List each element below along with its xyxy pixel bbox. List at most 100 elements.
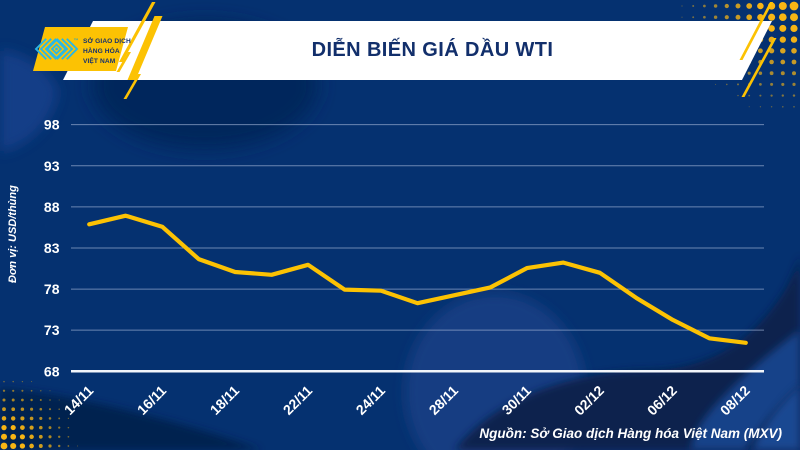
logo-line-2: HÀNG HÓA [83,47,120,55]
halftone-dot [30,389,33,392]
halftone-dot [758,71,763,75]
halftone-dot [67,417,70,420]
halftone-dot [778,13,787,22]
halftone-dot [1,416,7,421]
halftone-dot [1,424,7,431]
halftone-dot [759,106,762,108]
halftone-dot [10,433,17,440]
halftone-dot [58,417,61,420]
y-tick-label: 98 [44,117,60,133]
halftone-dot [58,399,60,401]
halftone-dot [757,2,764,10]
halftone-dot [49,390,51,392]
halftone-dot [11,407,16,412]
halftone-dot [58,408,60,410]
halftone-dot [779,24,787,32]
halftone-dot [19,434,25,440]
halftone-dot [77,445,79,447]
y-tick-labels-group: 68 73 78 83 88 93 98 [44,117,60,380]
halftone-dot [791,47,797,54]
halftone-dot [48,417,52,420]
halftone-dot [39,398,42,402]
halftone-dot [58,426,61,429]
y-tick-label: 73 [44,322,60,338]
y-tick-label: 78 [44,281,60,297]
swoosh-bottom-right-dark [455,255,800,450]
slash-left-4 [116,52,131,72]
halftone-dot [38,434,43,439]
halftone-dot [12,389,15,392]
halftone-dot [21,398,24,402]
halftone-dot [726,83,728,86]
halftone-dot [57,444,61,448]
halftone-dot [781,94,784,97]
halftone-dot [681,5,683,7]
halftone-dot [759,94,762,97]
halftone-dot [703,15,706,19]
halftone-dot [48,408,52,411]
y-tick-label: 83 [44,240,60,256]
halftone-dot [768,48,775,54]
halftone-dot [29,425,34,430]
halftone-dot [746,14,753,21]
halftone-dot [0,442,8,450]
halftone-dot [39,416,43,420]
halftone-dot [48,435,52,439]
halftone-dot [790,36,798,43]
slash-left-3 [123,74,141,99]
halftone-dot [67,445,70,447]
halftone-dot [2,389,6,392]
halftone-dot [10,425,16,431]
halftone-dot [792,94,796,97]
halftone-dot [30,407,34,411]
halftone-dot [713,4,718,8]
halftone-dot [737,94,739,97]
halftone-dot [748,106,750,108]
halftone-dot [20,407,25,411]
logo-trademark: ™ [73,38,79,44]
halftone-dot [48,444,52,448]
halftone-dot [748,94,751,97]
halftone-dot [789,13,799,22]
y-tick-label: 68 [44,363,60,379]
halftone-dot [67,426,70,429]
halftone-dot [29,443,34,449]
halftone-dot [757,48,763,54]
halftone-dot [792,82,796,87]
halftone-dot [2,398,6,402]
logo-line-1: SỞ GIAO DỊCH [83,38,131,45]
halftone-dot [768,25,775,32]
halftone-dot [10,416,16,421]
halftone-dot [713,15,718,19]
halftone-dot [779,36,786,43]
halftone-dot [692,16,695,19]
swoosh-bottom-left-dark [0,388,262,450]
source-note: Nguồn: Sở Giao dịch Hàng hóa Việt Nam (M… [479,426,782,441]
slash-left-2 [127,16,163,80]
halftone-dot [735,14,741,20]
halftone-dot [21,380,24,383]
logo-plate [33,27,128,71]
halftone-dot [770,82,774,86]
chart-title: DIỄN BIẾN GIÁ DẦU WTI [311,39,554,61]
halftone-dot [778,1,787,11]
halftone-dot [769,59,774,65]
halftone-dot [768,13,776,21]
halftone-dot [67,435,70,438]
halftone-dots-bottom-left [0,380,79,450]
halftone-dot [19,443,26,449]
swoosh-corner-mid-band [690,330,800,450]
halftone-dot [38,444,43,448]
halftone-dot [20,416,25,421]
halftone-dot [681,16,683,18]
y-tick-label: 93 [44,158,60,174]
halftone-dot [793,105,795,108]
halftone-dot [39,425,43,430]
swoosh-left-edge-light [0,50,58,152]
halftone-dot [735,3,741,9]
logo-center-dot [55,47,58,51]
halftone-dot [782,106,784,108]
halftone-dot [791,59,797,65]
